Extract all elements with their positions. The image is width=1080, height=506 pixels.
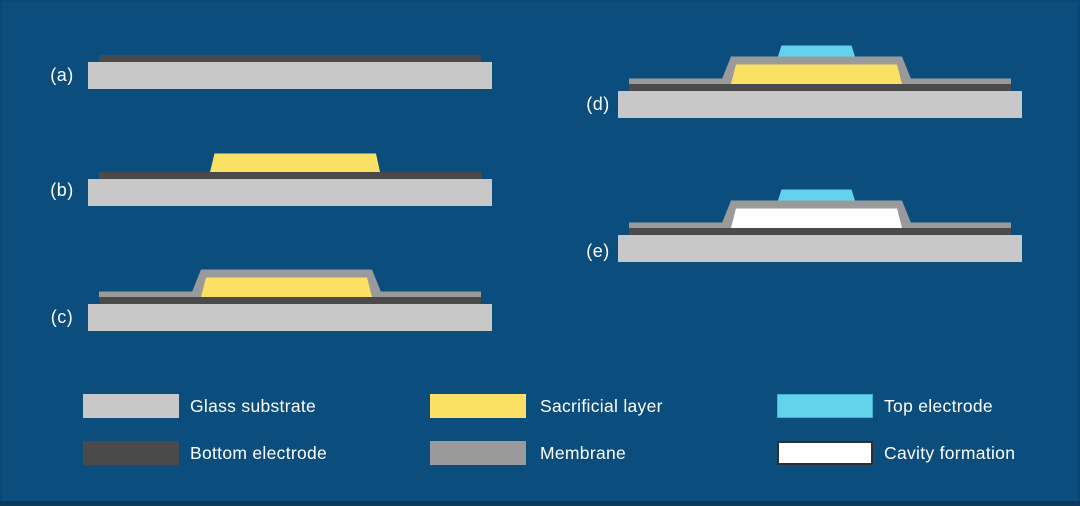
step-a-diagram	[88, 55, 492, 89]
glass-substrate-layer	[88, 179, 492, 206]
step-label-e: (e)	[586, 241, 610, 261]
top-electrode	[778, 45, 855, 57]
bottom-electrode-layer	[629, 228, 1011, 235]
glass-substrate-layer	[88, 304, 492, 331]
sacrificial-layer	[210, 153, 380, 172]
step-c-diagram	[88, 269, 492, 331]
legend-swatch-sacrificial-layer	[430, 394, 526, 418]
glass-substrate-layer	[88, 62, 492, 89]
glass-substrate-layer	[618, 235, 1022, 262]
step-label-b: (b)	[50, 180, 74, 200]
top-electrode	[778, 189, 855, 201]
bottom-electrode-layer	[99, 297, 481, 304]
sacrificial-layer	[201, 277, 372, 297]
legend-swatch-membrane	[430, 441, 526, 465]
step-b-diagram	[88, 153, 492, 206]
legend-label-membrane: Membrane	[540, 443, 627, 463]
legend-swatch-bottom-electrode	[83, 441, 179, 465]
legend-label-glass-substrate: Glass substrate	[190, 396, 317, 416]
legend-swatch-top-electrode	[777, 394, 873, 418]
legend-label-bottom-electrode: Bottom electrode	[190, 443, 328, 463]
cavity-formation	[731, 208, 902, 228]
step-label-c: (c)	[50, 307, 74, 327]
bottom-electrode-layer	[99, 55, 481, 62]
step-label-d: (d)	[586, 94, 610, 114]
legend-label-cavity-formation: Cavity formation	[884, 443, 1016, 463]
legend-swatch-cavity-formation	[777, 441, 873, 465]
legend-label-top-electrode: Top electrode	[884, 396, 993, 416]
step-e-diagram	[618, 189, 1022, 262]
legend-swatch-glass-substrate	[83, 394, 179, 418]
sacrificial-layer	[731, 64, 902, 84]
bottom-electrode-layer	[99, 172, 481, 179]
legend-label-sacrificial-layer: Sacrificial layer	[540, 396, 663, 416]
step-label-a: (a)	[50, 65, 74, 85]
step-d-diagram	[618, 45, 1022, 118]
glass-substrate-layer	[618, 91, 1022, 118]
bottom-electrode-layer	[629, 84, 1011, 91]
